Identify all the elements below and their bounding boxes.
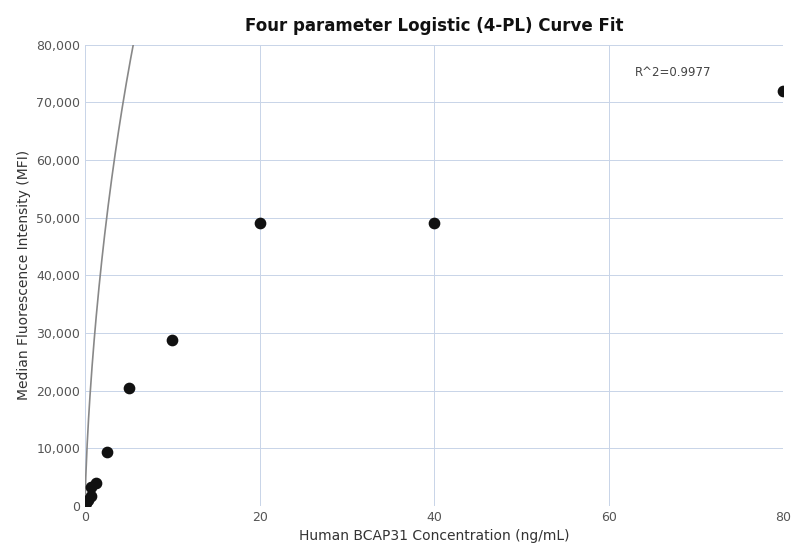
Point [80, 498, 93, 507]
Point [84, 483, 97, 492]
Y-axis label: Median Fluorescence Intensity (MFI): Median Fluorescence Intensity (MFI) [17, 150, 31, 400]
Title: Four parameter Logistic (4-PL) Curve Fit: Four parameter Logistic (4-PL) Curve Fit [245, 17, 624, 35]
Point [122, 384, 135, 393]
Point [427, 219, 440, 228]
Point [84, 491, 97, 500]
X-axis label: Human BCAP31 Concentration (ng/mL): Human BCAP31 Concentration (ng/mL) [299, 529, 570, 543]
Point [82, 496, 95, 505]
Point [100, 448, 113, 457]
Point [90, 478, 103, 487]
Text: R^2=0.9977: R^2=0.9977 [635, 66, 712, 80]
Point [166, 336, 179, 345]
Point [776, 86, 789, 95]
Point [253, 219, 266, 228]
